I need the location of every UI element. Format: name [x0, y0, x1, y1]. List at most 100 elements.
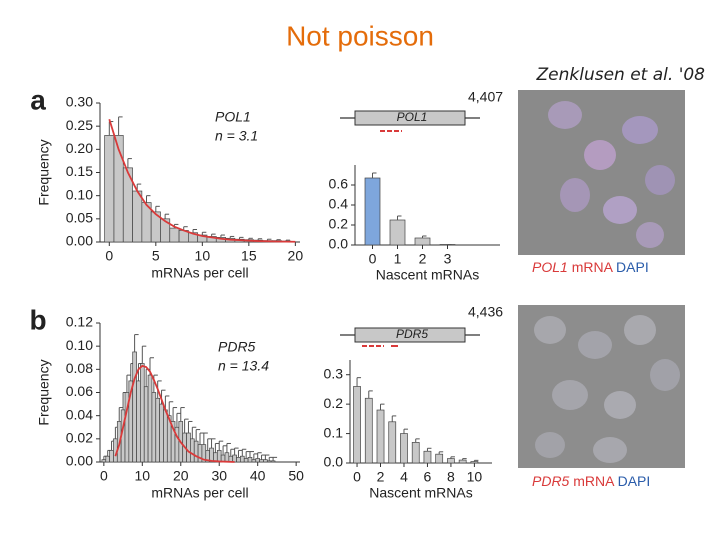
x-tick-label: 4 [400, 469, 408, 485]
histogram-bar [251, 459, 257, 463]
histogram-bar [101, 459, 107, 463]
x-tick-label: 1 [394, 251, 402, 267]
bar [447, 458, 455, 464]
y-tick-label: 0.00 [66, 233, 93, 249]
micrograph [518, 90, 685, 255]
x-tick-label: 3 [444, 251, 452, 267]
y-tick-label: 0.2 [329, 216, 349, 232]
bar [353, 386, 361, 464]
y-tick-label: 0.0 [329, 236, 349, 252]
y-tick-label: 0.06 [66, 383, 93, 399]
histogram-bar [105, 455, 110, 463]
gene-length: 4,436 [468, 304, 503, 320]
histogram-bar [255, 458, 260, 463]
histogram-bar [259, 459, 264, 463]
gene-label: POL1 [215, 109, 251, 125]
x-tick-label: 50 [288, 468, 304, 484]
gene-name: POL1 [397, 110, 428, 124]
x-tick-label: 20 [288, 248, 304, 264]
y-tick-label: 0.20 [66, 140, 93, 156]
histogram-bar [243, 458, 249, 463]
histogram-bar [247, 457, 253, 463]
micrograph [518, 305, 685, 468]
histogram-bar [232, 454, 237, 463]
y-tick-label: 0.05 [66, 210, 93, 226]
histogram-bar [136, 380, 141, 463]
histogram-bar [216, 450, 222, 463]
bar [411, 442, 420, 464]
bar [470, 461, 479, 464]
y-axis-label: Frequency [36, 139, 52, 205]
histogram-bar [240, 455, 245, 463]
x-tick-label: 10 [135, 468, 151, 484]
y-tick-label: 0.2 [324, 395, 344, 411]
panel-label: a [30, 84, 46, 115]
bar [364, 397, 373, 464]
caption-stain: DAPI [618, 473, 651, 489]
histogram-bar [186, 432, 191, 463]
x-axis-label: Nascent mRNAs [376, 267, 479, 283]
y-tick-label: 0.0 [324, 454, 344, 470]
y-tick-label: 0.08 [66, 360, 93, 376]
x-tick-label: 20 [173, 468, 189, 484]
histogram-bar [147, 374, 153, 463]
histogram-bar [263, 459, 268, 463]
y-tick-label: 0.02 [66, 430, 93, 446]
x-tick-label: 6 [424, 469, 432, 485]
histogram-bar [236, 457, 241, 463]
x-axis-label: mRNAs per cell [151, 265, 248, 281]
y-axis-label: Frequency [36, 359, 52, 425]
caption-stain: DAPI [616, 259, 649, 275]
histogram-bar [159, 403, 164, 463]
histogram-bar [163, 409, 168, 463]
x-axis-label: mRNAs per cell [151, 485, 248, 501]
bar [435, 453, 444, 464]
y-tick-label: 0.00 [66, 453, 93, 469]
histogram-bar [266, 460, 272, 463]
image-caption: POL1 mRNA DAPI [532, 259, 649, 275]
citation: Zenklusen et al. '08 [536, 65, 706, 85]
y-tick-label: 0.1 [324, 424, 344, 440]
x-tick-label: 30 [211, 468, 227, 484]
slide-title: Not poisson [286, 20, 434, 51]
y-tick-label: 0.10 [66, 186, 93, 202]
histogram-bar [193, 440, 199, 463]
histogram-bar [155, 397, 160, 463]
x-tick-label: 0 [100, 468, 108, 484]
x-tick-label: 0 [369, 251, 377, 267]
y-tick-label: 0.15 [66, 163, 93, 179]
gene-name: PDR5 [396, 327, 428, 341]
fit-curve [108, 118, 296, 243]
x-tick-label: 10 [467, 469, 483, 485]
x-tick-label: 15 [241, 248, 257, 264]
fit-curve [114, 364, 235, 463]
caption-gene: PDR5 [532, 473, 570, 489]
y-tick-label: 0.6 [329, 176, 349, 192]
histogram-bar [143, 386, 149, 463]
bar [388, 421, 397, 464]
gene-label: PDR5 [218, 339, 256, 355]
histogram-bar [169, 227, 180, 243]
histogram-bar [140, 363, 145, 463]
bar [364, 177, 381, 246]
histogram-bar [104, 135, 115, 243]
bar [414, 237, 431, 246]
histogram-bar [151, 392, 157, 463]
y-tick-label: 0.3 [324, 365, 344, 381]
bar [423, 450, 432, 464]
x-tick-label: 40 [250, 468, 266, 484]
caption-probe: mRNA [573, 473, 615, 489]
caption-probe: mRNA [572, 259, 614, 275]
bar [458, 459, 467, 464]
x-tick-label: 0 [105, 248, 113, 264]
mean-label: n = 13.4 [218, 358, 269, 374]
x-tick-label: 0 [353, 469, 361, 485]
gene-diagram: PDR5 4,436 [340, 304, 503, 347]
x-tick-label: 5 [152, 248, 160, 264]
y-tick-label: 0.12 [66, 314, 93, 330]
histogram-bar [270, 460, 276, 463]
x-axis-label: Nascent mRNAs [369, 485, 472, 501]
x-tick-label: 10 [195, 248, 211, 264]
image-caption: PDR5 mRNA DAPI [532, 473, 650, 489]
